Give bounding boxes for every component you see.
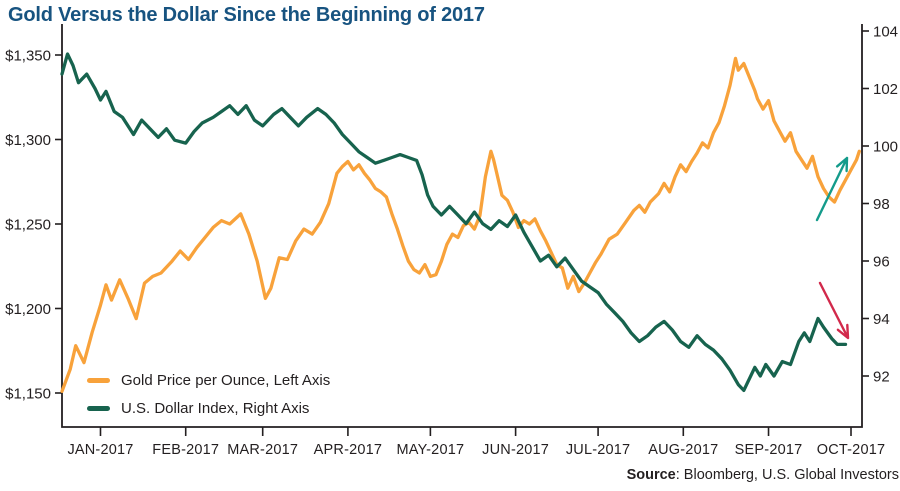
y-right-tick-label: 104 (873, 23, 898, 40)
x-tick-label: AUG-2017 (648, 442, 718, 458)
y-left-tick-label: $1,250 (5, 216, 51, 233)
dollar-downtrend-arrow (818, 281, 850, 340)
x-tick-label: MAY-2017 (397, 442, 465, 458)
source-label: Source (626, 467, 676, 483)
y-right-tick-label: 96 (873, 253, 890, 270)
y-left-tick-label: $1,300 (5, 132, 51, 149)
legend-label-dollar: U.S. Dollar Index, Right Axis (121, 399, 310, 417)
chart-title: Gold Versus the Dollar Since the Beginni… (8, 4, 485, 26)
legend-item-dollar: U.S. Dollar Index, Right Axis (87, 399, 330, 417)
x-tick-label: OCT-2017 (817, 442, 886, 458)
legend-item-gold: Gold Price per Ounce, Left Axis (87, 371, 330, 389)
gold-uptrend-arrow (815, 156, 849, 222)
y-right-tick-label: 100 (873, 138, 898, 155)
x-tick-label: JUL-2017 (566, 442, 630, 458)
x-tick-label: FEB-2017 (152, 442, 219, 458)
y-right-tick-label: 98 (873, 196, 890, 213)
dollar-series-swatch (87, 405, 110, 411)
y-left-tick-label: $1,150 (5, 385, 51, 402)
y-right-tick-label: 94 (873, 311, 890, 328)
x-tick-label: SEP-2017 (735, 442, 803, 458)
legend: Gold Price per Ounce, Left Axis U.S. Dol… (87, 371, 330, 427)
y-right-tick-label: 92 (873, 368, 890, 385)
gold-series-swatch (87, 377, 110, 383)
y-left-tick-label: $1,350 (5, 47, 51, 64)
dollar-series-line (60, 52, 848, 393)
x-tick-label: MAR-2017 (227, 442, 298, 458)
y-right-tick-label: 102 (873, 81, 898, 98)
gold-series-line (60, 56, 861, 393)
x-tick-label: JUN-2017 (482, 442, 549, 458)
x-tick-label: APR-2017 (314, 442, 383, 458)
x-tick-label: JAN-2017 (67, 442, 133, 458)
source-credit: Source: Bloomberg, U.S. Global Investors (627, 467, 899, 483)
y-left-tick-label: $1,200 (5, 301, 51, 318)
source-text: : Bloomberg, U.S. Global Investors (675, 467, 899, 483)
axis-frame (61, 24, 863, 428)
legend-label-gold: Gold Price per Ounce, Left Axis (121, 371, 331, 389)
